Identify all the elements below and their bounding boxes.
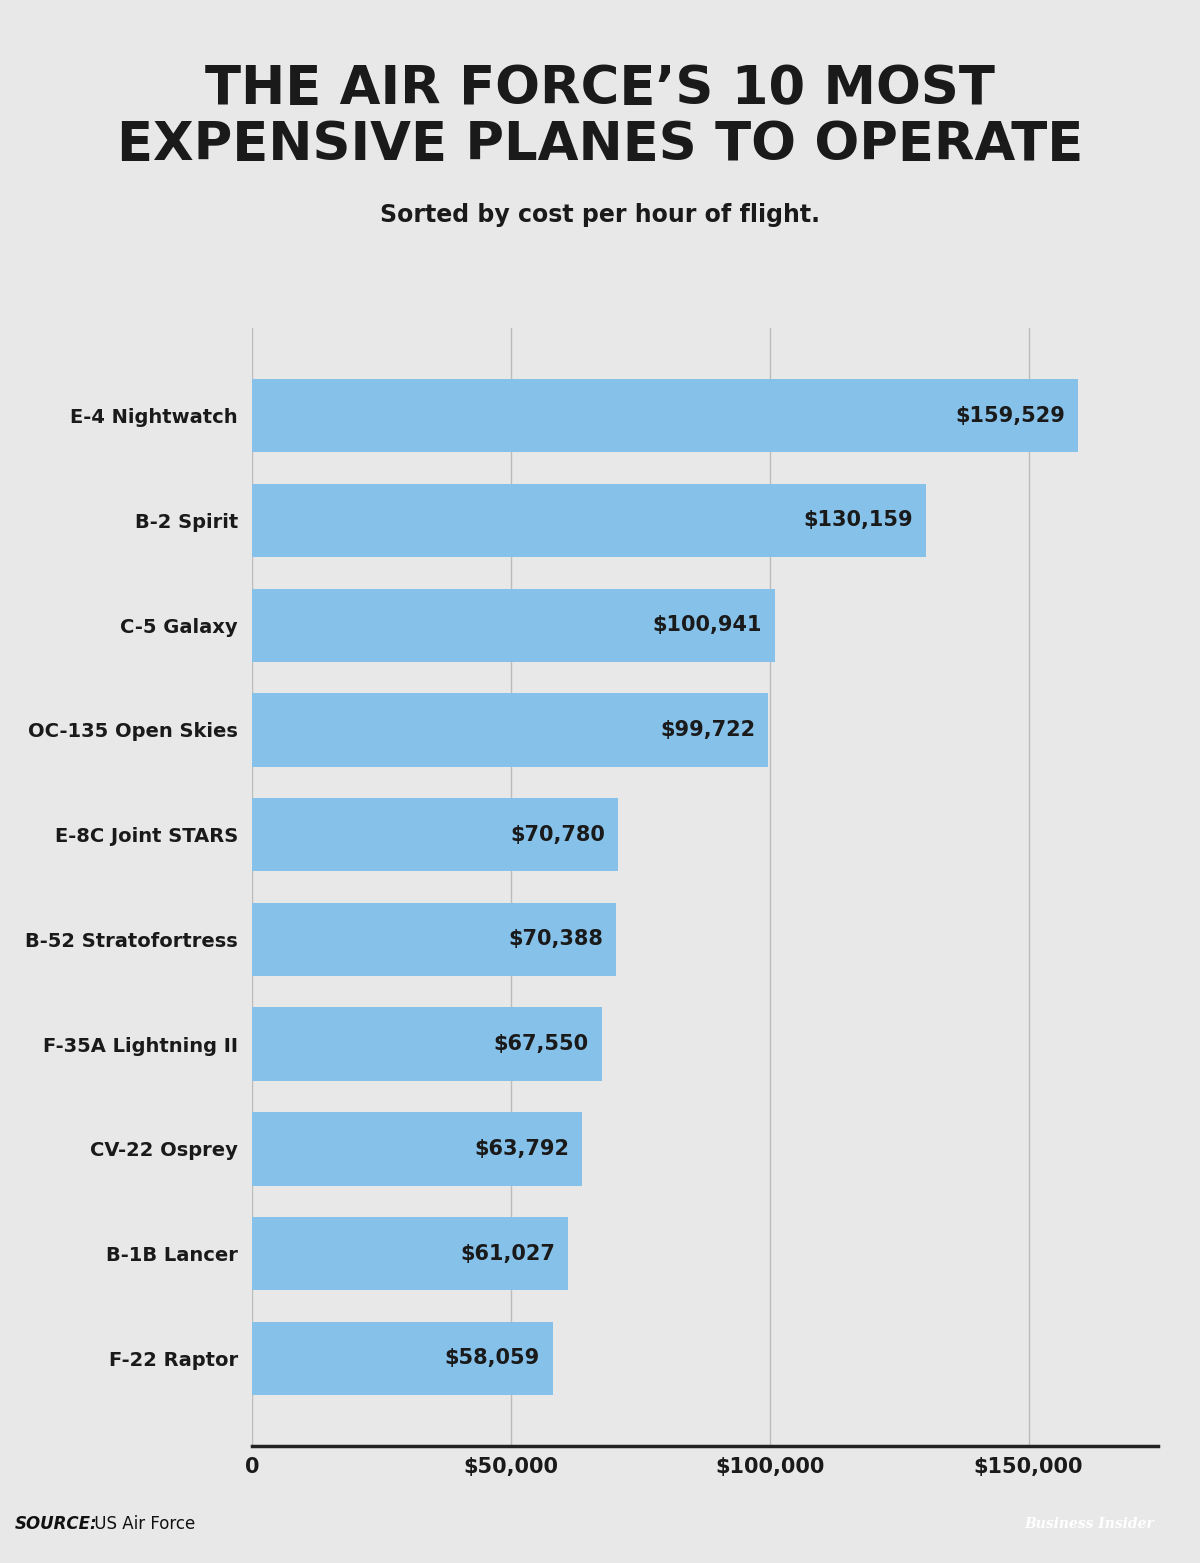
- Text: $130,159: $130,159: [803, 511, 913, 530]
- Text: $63,792: $63,792: [474, 1139, 569, 1158]
- Bar: [252, 694, 768, 766]
- Text: Business Insider: Business Insider: [1024, 1518, 1154, 1530]
- Bar: [252, 378, 1078, 452]
- Bar: [252, 1218, 568, 1289]
- Text: $70,388: $70,388: [509, 930, 604, 949]
- Bar: [252, 1008, 601, 1080]
- Bar: [252, 589, 774, 661]
- Text: $159,529: $159,529: [955, 406, 1064, 425]
- Text: $100,941: $100,941: [652, 616, 762, 635]
- Bar: [252, 1113, 582, 1185]
- Text: THE AIR FORCE’S 10 MOST
EXPENSIVE PLANES TO OPERATE: THE AIR FORCE’S 10 MOST EXPENSIVE PLANES…: [116, 63, 1084, 170]
- Text: $58,059: $58,059: [444, 1349, 540, 1368]
- Text: $99,722: $99,722: [660, 721, 755, 739]
- Bar: [252, 903, 617, 975]
- Bar: [252, 799, 618, 871]
- Text: $67,550: $67,550: [493, 1035, 589, 1053]
- Text: US Air Force: US Air Force: [89, 1515, 196, 1533]
- Bar: [252, 485, 926, 556]
- Text: SOURCE:: SOURCE:: [14, 1515, 97, 1533]
- Text: Sorted by cost per hour of flight.: Sorted by cost per hour of flight.: [380, 203, 820, 227]
- Text: $70,780: $70,780: [511, 825, 606, 844]
- Bar: [252, 1322, 552, 1396]
- Text: $61,027: $61,027: [460, 1244, 556, 1263]
